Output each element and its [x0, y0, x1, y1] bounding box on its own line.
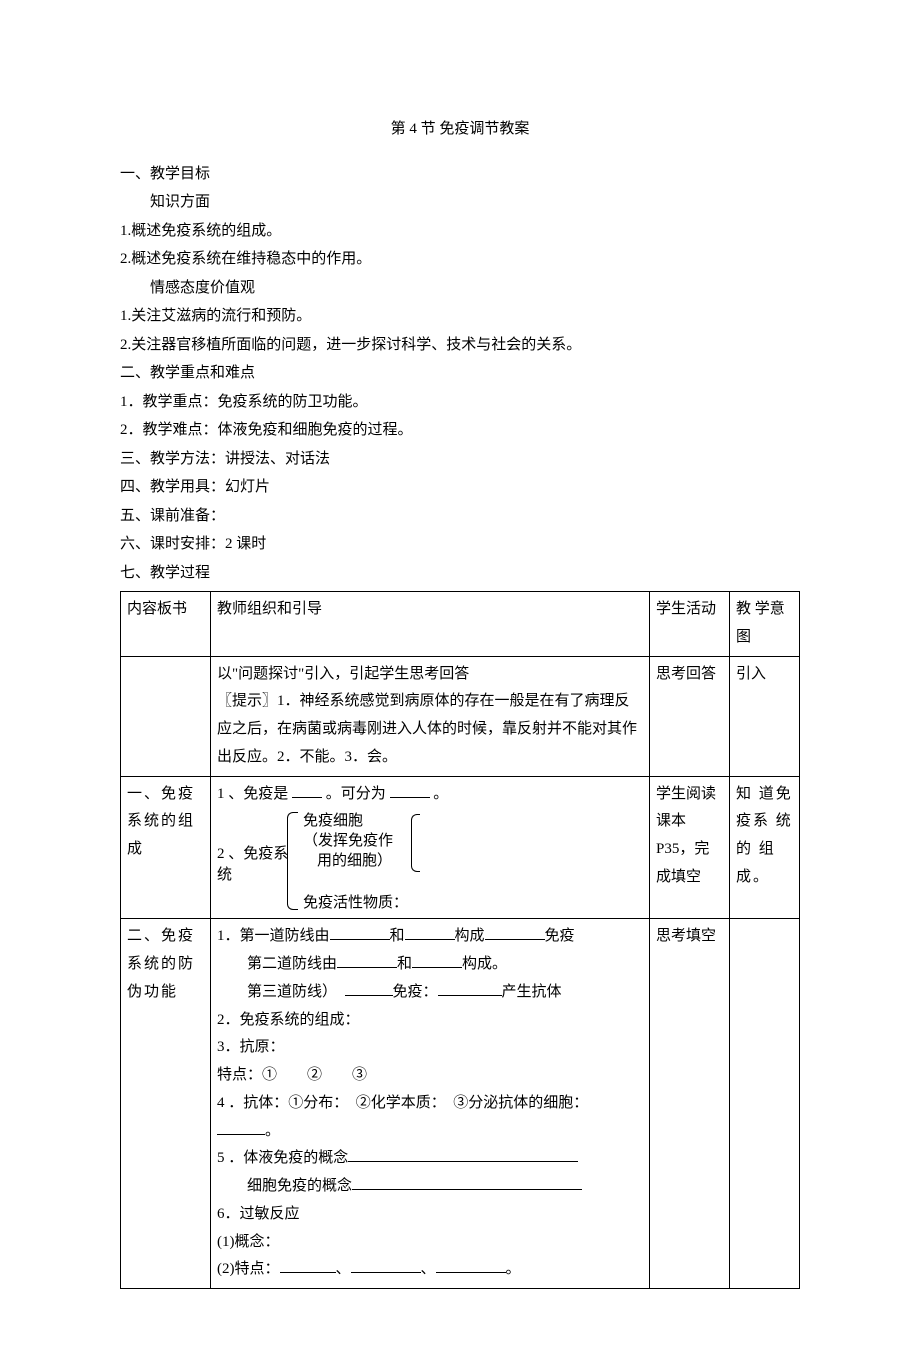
t: 细胞免疫的概念: [247, 1178, 352, 1194]
t: 产生抗体: [502, 984, 562, 1000]
r3c1: 二、免疫系统的防伪功能: [121, 919, 211, 1289]
blank: [217, 1119, 265, 1135]
r3-line3: 第三道防线） 免疫： 产生抗体: [217, 979, 643, 1007]
blank: [280, 1257, 336, 1273]
sec1-k1: 1.概述免疫系统的组成。: [120, 217, 800, 246]
brace-icon: [411, 814, 420, 872]
sec5: 五、课前准备：: [120, 502, 800, 531]
blank: [345, 980, 393, 996]
r1c4: 引入: [730, 656, 800, 776]
sec7: 七、教学过程: [120, 559, 800, 588]
r3-line4: 2．免疫系统的组成：: [217, 1007, 643, 1035]
t: 、: [336, 1261, 351, 1277]
t: 第二道防线由: [247, 956, 337, 972]
bracket-diagram: 2 、免疫系统 免疫细胞 （发挥免疫作 用的细胞） 免疫活性物质：: [217, 808, 643, 914]
brace-icon: [287, 812, 298, 910]
sec1-k2: 2.概述免疫系统在维持稳态中的作用。: [120, 245, 800, 274]
r3-line6: 特点：① ② ③: [217, 1062, 643, 1090]
sec1-sub-knowledge: 知识方面: [120, 188, 800, 217]
r3c2: 1．第一道防线由和构成免疫 第二道防线由和构成。 第三道防线） 免疫：产生抗体 …: [211, 919, 650, 1289]
table-row-defense: 二、免疫系统的防伪功能 1．第一道防线由和构成免疫 第二道防线由和构成。 第三道…: [121, 919, 800, 1289]
r2c2-l1a: 1 、免疫是: [217, 786, 288, 802]
lesson-table: 内容板书 教师组织和引导 学生活动 教 学意图 以"问题探讨"引入，引起学生思考…: [120, 591, 800, 1289]
th-content: 内容板书: [121, 592, 211, 657]
r3c4: [730, 919, 800, 1289]
r2c4: 知 道免 疫系 统的 组成。: [730, 776, 800, 919]
diag-label: 2 、免疫系统: [217, 844, 289, 886]
sec1-heading: 一、教学目标: [120, 160, 800, 189]
page-title: 第 4 节 免疫调节教案: [120, 115, 800, 144]
sec2-1: 1．教学重点：免疫系统的防卫功能。: [120, 388, 800, 417]
sec3: 三、教学方法：讲授法、对话法: [120, 445, 800, 474]
t: 。: [506, 1261, 521, 1277]
r1c2: 以"问题探讨"引入，引起学生思考回答 〖提示〗1．神经系统感觉到病原体的存在一般…: [211, 656, 650, 776]
t: 免疫：: [393, 984, 438, 1000]
sec1-a1: 1.关注艾滋病的流行和预防。: [120, 302, 800, 331]
r3-line2: 第二道防线由 和 构成。: [217, 951, 643, 979]
t: 5 ．体液免疫的概念: [217, 1150, 348, 1166]
r2c2-line1: 1 、免疫是 。可分为 。: [217, 781, 643, 809]
blank: [292, 782, 322, 798]
r3-line5: 3．抗原：: [217, 1034, 643, 1062]
blank: [330, 924, 390, 940]
r3-line7: 4 ．抗体：①分布： ②化学本质： ③分泌抗体的细胞：: [217, 1090, 643, 1118]
blank: [351, 1257, 421, 1273]
diag-t2b: 用的细胞）: [317, 853, 392, 869]
r2c2-l1b: 。可分为: [326, 786, 386, 802]
r3-line9: 细胞免疫的概念: [217, 1173, 643, 1201]
r1c2-line2: 〖提示〗1．神经系统感觉到病原体的存在一般是在有了病理反应之后，在病菌或病毒刚进…: [217, 693, 637, 765]
blank: [405, 924, 455, 940]
table-header-row: 内容板书 教师组织和引导 学生活动 教 学意图: [121, 592, 800, 657]
t: 免疫: [545, 928, 575, 944]
sec2-heading: 二、教学重点和难点: [120, 359, 800, 388]
t: 、: [421, 1261, 436, 1277]
t: 构成: [455, 928, 485, 944]
diag-t2a: （发挥免疫作: [303, 833, 393, 849]
blank: [337, 952, 397, 968]
r1c3: 思考回答: [650, 656, 730, 776]
table-row-composition: 一、免疫系统的组成 1 、免疫是 。可分为 。 2 、免疫系统 免疫细胞 （发挥…: [121, 776, 800, 919]
r1c1: [121, 656, 211, 776]
blank: [412, 952, 462, 968]
r3-line7b: 。: [217, 1118, 643, 1146]
th-teacher: 教师组织和引导: [211, 592, 650, 657]
sec4: 四、教学用具：幻灯片: [120, 473, 800, 502]
t: 。: [265, 1123, 280, 1139]
blank: [436, 1257, 506, 1273]
r3-line11: (1)概念：: [217, 1229, 643, 1257]
sec1-a2: 2.关注器官移植所面临的问题，进一步探讨科学、技术与社会的关系。: [120, 331, 800, 360]
t: 和: [390, 928, 405, 944]
r1c2-line1: 以"问题探讨"引入，引起学生思考回答: [217, 666, 469, 682]
diag-t3: 免疫活性物质：: [303, 890, 408, 918]
sec6: 六、课时安排：2 课时: [120, 530, 800, 559]
r3-line10: 6．过敏反应: [217, 1201, 643, 1229]
blank: [485, 924, 545, 940]
r3-line12: (2)特点： 、 、 。: [217, 1256, 643, 1284]
blank: [438, 980, 502, 996]
th-student: 学生活动: [650, 592, 730, 657]
t: 第三道防线）: [247, 984, 330, 1000]
r2c2-l1c: 。: [433, 786, 448, 802]
r3-line8: 5 ．体液免疫的概念: [217, 1145, 643, 1173]
sec1-sub-attitude: 情感态度价值观: [120, 274, 800, 303]
t: 和: [397, 956, 412, 972]
t: 构成。: [462, 956, 507, 972]
page: 第 4 节 免疫调节教案 一、教学目标 知识方面 1.概述免疫系统的组成。 2.…: [0, 0, 920, 1349]
th-intent: 教 学意图: [730, 592, 800, 657]
r2c2: 1 、免疫是 。可分为 。 2 、免疫系统 免疫细胞 （发挥免疫作 用的细胞） …: [211, 776, 650, 919]
blank: [352, 1174, 582, 1190]
r3c3: 思考填空: [650, 919, 730, 1289]
sec2-2: 2．教学难点：体液免疫和细胞免疫的过程。: [120, 416, 800, 445]
r2c3: 学生阅读课本 P35，完成填空: [650, 776, 730, 919]
r3-line1: 1．第一道防线由 和 构成 免疫: [217, 923, 643, 951]
table-row-intro: 以"问题探讨"引入，引起学生思考回答 〖提示〗1．神经系统感觉到病原体的存在一般…: [121, 656, 800, 776]
diag-t2: （发挥免疫作 用的细胞）: [303, 832, 393, 871]
r2c1: 一、免疫系统的组成: [121, 776, 211, 919]
blank: [348, 1146, 578, 1162]
t: 1．第一道防线由: [217, 928, 330, 944]
blank: [390, 782, 430, 798]
t: (2)特点：: [217, 1261, 280, 1277]
